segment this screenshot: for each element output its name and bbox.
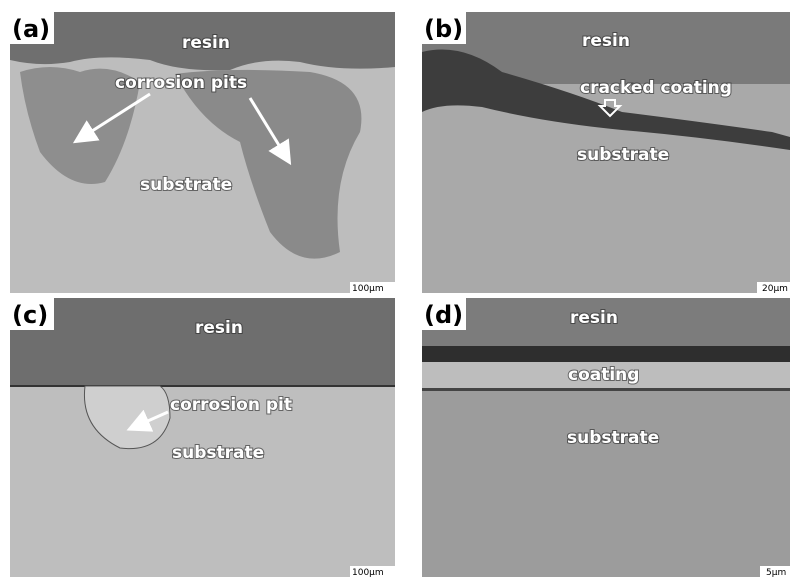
annotation: substrate bbox=[172, 443, 264, 463]
panel-d: resin coating substrate (d) 5μm bbox=[422, 298, 790, 577]
panel-c: resin corrosion pit substrate (c) 100μm bbox=[10, 298, 395, 577]
panel-b: resin cracked coating substrate (b) 20μm bbox=[422, 12, 790, 294]
scale-bar: 5μm bbox=[766, 568, 786, 577]
interface bbox=[422, 388, 790, 391]
scale-bar: 100μm bbox=[352, 284, 384, 294]
annotation: resin bbox=[570, 308, 618, 328]
annotation: substrate bbox=[140, 175, 232, 195]
panel-label: (d) bbox=[424, 301, 463, 329]
panel-label: (c) bbox=[12, 301, 48, 329]
panel-a: resin corrosion pits substrate (a) 100μm bbox=[10, 12, 395, 294]
annotation: corrosion pit bbox=[170, 395, 292, 415]
annotation: substrate bbox=[567, 428, 659, 448]
annotation: cracked coating bbox=[580, 78, 732, 98]
annotation: corrosion pits bbox=[115, 73, 247, 93]
gap bbox=[422, 346, 790, 362]
annotation: resin bbox=[182, 33, 230, 53]
figure: resin corrosion pits substrate (a) 100μm… bbox=[0, 0, 790, 577]
scale-bar: 100μm bbox=[352, 568, 384, 577]
resin-area bbox=[10, 298, 395, 386]
annotation: resin bbox=[582, 31, 630, 51]
panel-label: (a) bbox=[12, 15, 50, 43]
annotation: resin bbox=[195, 318, 243, 338]
annotation: coating bbox=[568, 365, 639, 385]
panel-label: (b) bbox=[424, 15, 463, 43]
scale-bar: 20μm bbox=[762, 284, 788, 294]
annotation: substrate bbox=[577, 145, 669, 165]
